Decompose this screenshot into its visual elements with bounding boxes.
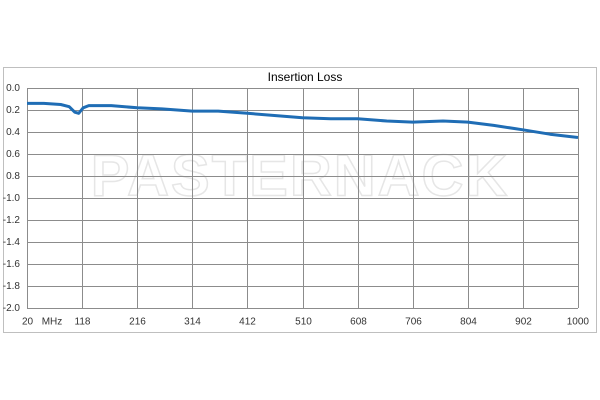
y-tick-label: 0.0 xyxy=(6,83,20,94)
x-tick-label: 314 xyxy=(184,317,201,328)
x-tick-label: 510 xyxy=(295,317,312,328)
x-tick-label: 1000 xyxy=(567,317,590,328)
x-tick-label: 804 xyxy=(460,317,477,328)
x-tick-label: 118 xyxy=(75,317,91,328)
y-tick-label: 0.6 xyxy=(6,149,20,160)
y-tick-label: -1.4 xyxy=(3,237,21,248)
watermark: PASTERNACK xyxy=(91,143,510,208)
y-tick-label: -2.0 xyxy=(3,303,21,314)
y-tick-label: -1.6 xyxy=(3,259,21,270)
x-axis-label: MHz xyxy=(42,317,63,328)
y-tick-label: 0.8 xyxy=(6,171,20,182)
x-tick-label: 902 xyxy=(515,317,532,328)
x-tick-label: 608 xyxy=(350,317,367,328)
x-tick-label: 216 xyxy=(129,317,146,328)
chart-frame xyxy=(3,67,597,333)
y-tick-label: -1.0 xyxy=(3,193,21,204)
x-tick-label: 706 xyxy=(405,317,422,328)
chart-title: Insertion Loss xyxy=(268,70,343,84)
x-tick-label: 20 xyxy=(22,317,34,328)
y-tick-label: 0.2 xyxy=(6,105,20,116)
y-tick-label: 0.4 xyxy=(6,127,20,138)
y-tick-label: -1.2 xyxy=(3,215,21,226)
y-tick-label: -1.8 xyxy=(3,281,21,292)
data-line xyxy=(27,101,579,139)
x-tick-label: 412 xyxy=(239,317,256,328)
